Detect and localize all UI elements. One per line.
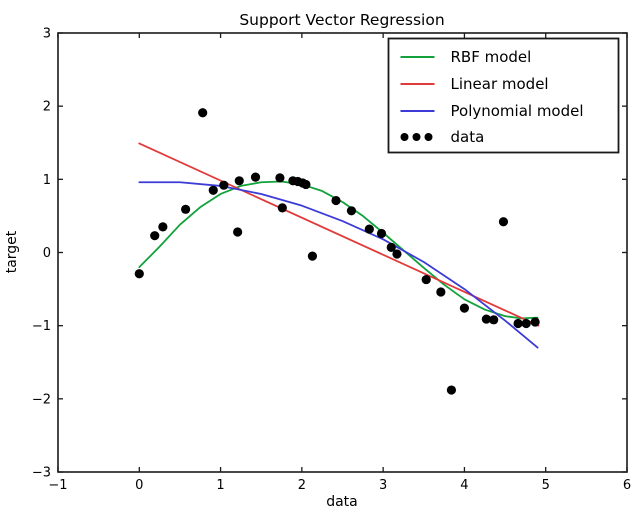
data-point	[234, 176, 244, 186]
linear-model-curve	[138, 142, 540, 327]
data-point	[250, 172, 261, 182]
legend-label-linear-model: Linear model	[451, 75, 549, 93]
model-curves	[138, 142, 540, 349]
data-point	[459, 303, 470, 313]
data-point	[181, 204, 191, 214]
legend-label-data: data	[451, 128, 485, 146]
y-tick-label: 2	[43, 100, 51, 115]
polynomial-model-curve	[138, 181, 539, 349]
y-tick-label: 0	[43, 246, 51, 261]
y-tick-label: −2	[32, 392, 51, 407]
y-tick-label: 1	[43, 173, 51, 188]
legend-item-linear-model: Linear model	[400, 75, 549, 93]
data-point	[481, 314, 491, 324]
legend-data-dot	[424, 133, 433, 141]
data-point	[158, 222, 168, 232]
legend-data-dot	[412, 133, 421, 141]
data-point	[386, 242, 396, 252]
data-point	[346, 206, 357, 216]
chart-title: Support Vector Regression	[239, 11, 444, 29]
legend-data-dot	[400, 133, 409, 141]
y-tick-label: −3	[32, 466, 51, 481]
x-tick-label: 1	[216, 478, 224, 493]
y-axis-label: target	[4, 230, 20, 273]
data-point	[277, 203, 287, 213]
legend-label-rbf-model: RBF model	[451, 48, 532, 66]
data-point	[331, 195, 341, 206]
x-tick-label: 0	[135, 478, 143, 493]
data-point	[376, 228, 387, 239]
x-tick-label: 6	[623, 478, 631, 493]
data-point	[489, 315, 499, 325]
legend-item-polynomial-model: Polynomial model	[400, 102, 584, 120]
data-point	[498, 217, 509, 227]
x-axis-label: data	[326, 494, 358, 510]
data-point	[198, 108, 208, 118]
y-tick-labels: 3 2 1 0 −1 −2 −3	[32, 27, 51, 481]
data-point	[307, 251, 318, 261]
data-point	[530, 317, 540, 327]
x-tick-labels: −1 0 1 2 3 4 5 6	[48, 478, 631, 493]
legend: RBF model Linear model Polynomial model dat…	[387, 37, 620, 154]
y-tick-label: 3	[43, 27, 51, 42]
data-points	[134, 108, 540, 395]
legend-item-rbf-model: RBF model	[400, 48, 532, 66]
data-point	[208, 185, 218, 195]
data-point	[436, 287, 446, 297]
data-point	[446, 385, 457, 395]
x-tick-label: −1	[48, 478, 67, 493]
x-tick-label: 4	[460, 478, 468, 493]
data-point	[219, 180, 229, 190]
data-point	[301, 179, 311, 190]
data-point	[392, 249, 402, 259]
data-point	[275, 173, 285, 183]
data-point	[134, 269, 144, 279]
tick-marks	[57, 32, 628, 473]
y-tick-label: −1	[32, 319, 51, 334]
legend-label-polynomial-model: Polynomial model	[451, 102, 584, 120]
x-tick-label: 3	[379, 478, 387, 493]
data-point	[233, 227, 243, 237]
x-tick-label: 5	[542, 478, 550, 493]
rbf-model-curve	[138, 180, 539, 320]
data-point	[150, 231, 160, 241]
data-point	[513, 318, 523, 329]
data-point	[421, 274, 431, 285]
data-point	[521, 318, 531, 329]
data-point	[364, 224, 374, 234]
x-tick-label: 2	[298, 478, 306, 493]
legend-item-data: data	[400, 128, 485, 146]
